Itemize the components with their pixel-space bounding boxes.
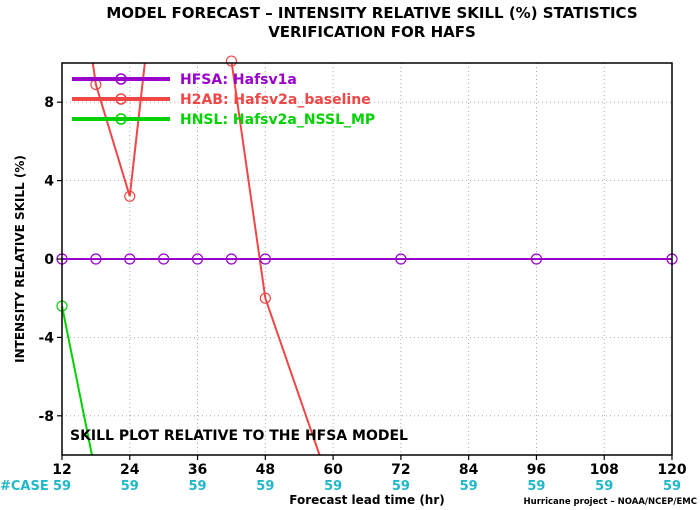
case-count: 59	[121, 479, 139, 494]
case-count: 59	[460, 479, 478, 494]
y-tick-label: 8	[44, 95, 54, 111]
case-count: 59	[324, 479, 342, 494]
case-count: 59	[527, 479, 545, 494]
series-lines	[62, 63, 672, 455]
legend-marker	[115, 93, 127, 105]
y-tick-label: -8	[38, 409, 54, 425]
x-tick-label: 60	[323, 462, 343, 478]
skill-annotation: SKILL PLOT RELATIVE TO THE HFSA MODEL	[70, 428, 408, 444]
series-point	[259, 292, 271, 304]
x-tick-label: 96	[527, 462, 546, 478]
chart-title: MODEL FORECAST – INTENSITY RELATIVE SKIL…	[106, 4, 637, 22]
legend-marker	[115, 113, 127, 125]
case-count: 59	[189, 479, 207, 494]
legend-label: H2AB: Hafsv2a_baseline	[180, 92, 371, 108]
y-tick-label: 0	[44, 252, 54, 268]
case-count: 59	[392, 479, 410, 494]
series-point	[225, 253, 238, 265]
x-tick-label: 72	[391, 462, 410, 478]
series-point	[124, 190, 136, 202]
series-point	[191, 253, 204, 265]
series-point	[259, 253, 271, 265]
legend-label: HFSA: Hafsv1a	[180, 72, 297, 88]
y-axis-label: INTENSITY RELATIVE SKILL (%)	[13, 155, 27, 363]
case-count: 59	[53, 479, 71, 494]
y-tick-label: 4	[44, 174, 54, 190]
x-tick-label: 12	[52, 462, 71, 478]
case-count: 59	[595, 479, 613, 494]
case-count: 59	[663, 479, 681, 494]
series-line-3	[62, 305, 93, 455]
y-axis-ticks: -8 -4 0 4 8	[38, 95, 62, 425]
case-count-row: 59 59 59 59 59 59 59 59 59 59	[53, 479, 681, 494]
x-tick-label: 84	[459, 462, 479, 478]
case-count: 59	[256, 479, 274, 494]
series-point	[90, 253, 102, 265]
legend-marker	[115, 73, 127, 85]
legend-label: HNSL: Hafsv2a_NSSL_MP	[180, 112, 375, 128]
x-tick-label: 48	[256, 462, 275, 478]
series-point	[395, 253, 407, 265]
x-tick-label: 108	[590, 462, 619, 478]
x-tick-label: 120	[657, 462, 686, 478]
x-axis-ticks: 12 24 36 48 60 72 84 96 108 120	[52, 455, 687, 478]
case-label: #CASE	[0, 479, 49, 494]
series-point	[158, 253, 170, 265]
series-point	[530, 253, 543, 265]
series-point	[225, 55, 238, 67]
x-tick-label: 24	[120, 462, 140, 478]
legend: HFSA: Hafsv1a H2AB: Hafsv2a_baseline HNSL:…	[72, 72, 375, 128]
x-tick-label: 36	[188, 462, 207, 478]
credit-text: Hurricane project – NOAA/NCEP/EMC	[524, 497, 697, 507]
y-tick-label: -4	[38, 330, 54, 346]
series-point	[124, 253, 136, 265]
x-axis-label: Forecast lead time (hr)	[289, 493, 445, 507]
series-line-2	[91, 63, 321, 455]
chart-subtitle: VERIFICATION FOR HAFS	[268, 23, 476, 41]
